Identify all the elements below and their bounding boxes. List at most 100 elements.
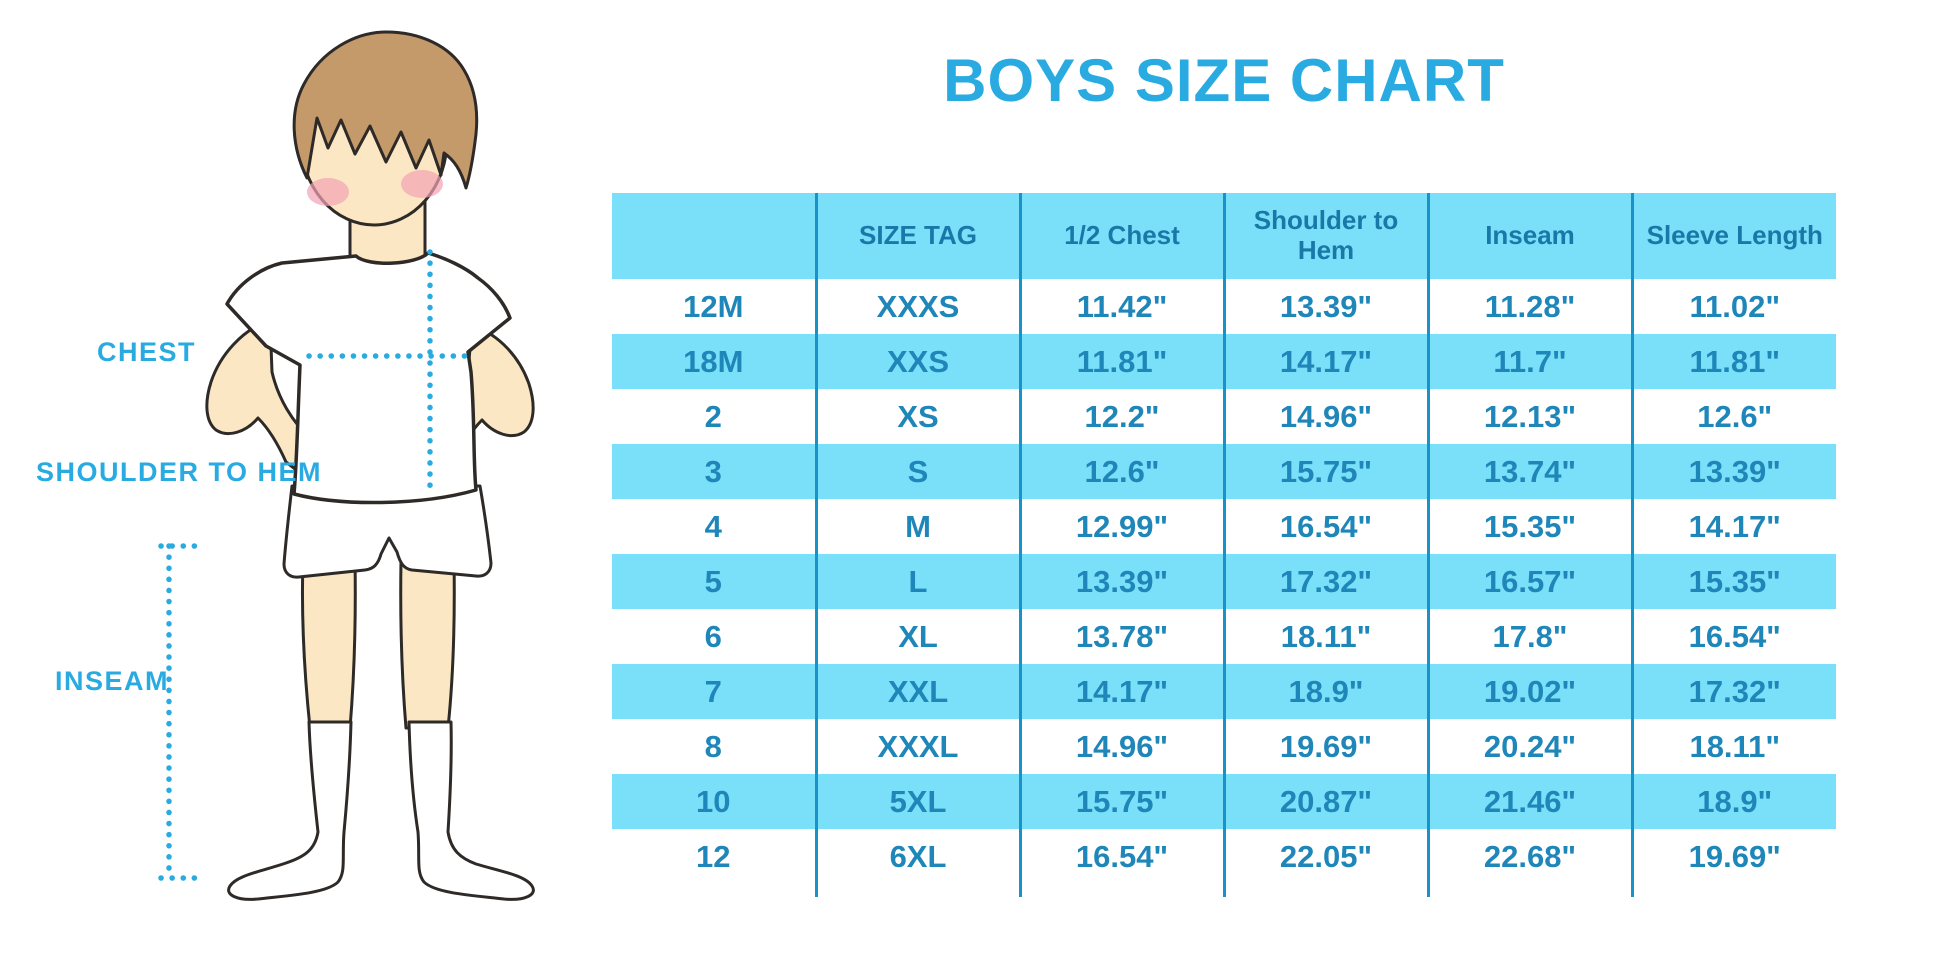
size-value-cell: XXS — [814, 334, 1020, 389]
size-age-cell: 3 — [612, 444, 816, 499]
size-value-cell: 18.11" — [1222, 609, 1428, 664]
table-row: 3 S 12.6" 15.75" 13.74" 13.39" — [612, 444, 1836, 499]
size-value-cell: S — [814, 444, 1020, 499]
chest-label: CHEST — [97, 337, 197, 367]
size-value-cell: 18.9" — [1630, 774, 1836, 829]
size-value-cell: 13.78" — [1018, 609, 1224, 664]
size-value-cell: 14.17" — [1222, 334, 1428, 389]
size-value-cell: 12.13" — [1426, 389, 1632, 444]
table-row: 10 5XL 15.75" 20.87" 21.46" 18.9" — [612, 774, 1836, 829]
separator-extension-cell — [814, 884, 1020, 897]
header-row: SIZE TAG 1/2 Chest Shoulder to Hem Inseam Sl… — [612, 193, 1836, 279]
size-table: SIZE TAG 1/2 Chest Shoulder to Hem Inseam Sl… — [612, 193, 1836, 897]
size-value-cell: 21.46" — [1426, 774, 1632, 829]
size-value-cell: 19.69" — [1222, 719, 1428, 774]
size-value-cell: L — [814, 554, 1020, 609]
table-row: 7 XXL 14.17" 18.9" 19.02" 17.32" — [612, 664, 1836, 719]
table-row: 18M XXS 11.81" 14.17" 11.7" 11.81" — [612, 334, 1836, 389]
size-value-cell: XXXS — [814, 279, 1020, 334]
size-value-cell: 11.81" — [1018, 334, 1224, 389]
column-header: Shoulder to Hem — [1222, 193, 1428, 279]
size-value-cell: 11.28" — [1426, 279, 1632, 334]
table-row: 6 XL 13.78" 18.11" 17.8" 16.54" — [612, 609, 1836, 664]
size-value-cell: 17.8" — [1426, 609, 1632, 664]
size-value-cell: 13.39" — [1018, 554, 1224, 609]
size-age-cell: 5 — [612, 554, 816, 609]
separator-extension-cell — [612, 884, 816, 897]
column-header — [612, 193, 816, 279]
table-row: 2 XS 12.2" 14.96" 12.13" 12.6" — [612, 389, 1836, 444]
size-value-cell: 15.35" — [1426, 499, 1632, 554]
size-value-cell: 16.57" — [1426, 554, 1632, 609]
size-value-cell: 16.54" — [1222, 499, 1428, 554]
size-value-cell: 17.32" — [1630, 664, 1836, 719]
page-title: BOYS SIZE CHART — [943, 47, 1505, 114]
size-value-cell: 11.7" — [1426, 334, 1632, 389]
table-row: 12M XXXS 11.42" 13.39" 11.28" 11.02" — [612, 279, 1836, 334]
size-age-cell: 12M — [683, 288, 744, 324]
size-value-cell: 15.35" — [1630, 554, 1836, 609]
size-value-cell: 18.9" — [1222, 664, 1428, 719]
size-value-cell: XS — [814, 389, 1020, 444]
size-value-cell: 12.6" — [1018, 444, 1224, 499]
size-value-cell: 11.81" — [1630, 334, 1836, 389]
size-age-cell: 4 — [704, 508, 722, 544]
boy-shorts — [282, 484, 493, 579]
boy-right-blush — [401, 170, 443, 198]
size-value-cell: 14.96" — [1018, 719, 1224, 774]
separator-extension-cell — [1630, 884, 1836, 897]
size-value-cell: 15.75" — [1222, 444, 1428, 499]
size-value-cell: 15.75" — [1018, 774, 1224, 829]
table-row: 5 L 13.39" 17.32" 16.57" 15.35" — [612, 554, 1836, 609]
size-age-cell: 7 — [612, 664, 816, 719]
size-value-cell: 19.02" — [1426, 664, 1632, 719]
size-value-cell: 20.24" — [1426, 719, 1632, 774]
separator-extension-cell — [1222, 884, 1428, 897]
size-value-cell: 13.39" — [1630, 444, 1836, 499]
size-value-cell: 6XL — [814, 829, 1020, 884]
size-value-cell: 11.02" — [1630, 279, 1836, 334]
boy-left-blush — [307, 178, 349, 206]
inseam-measure-line — [158, 543, 200, 881]
separator-extension-row — [612, 884, 1836, 897]
size-value-cell: 18.11" — [1630, 719, 1836, 774]
table-row: 12 6XL 16.54" 22.05" 22.68" 19.69" — [612, 829, 1836, 884]
boy-left-leg — [300, 558, 357, 730]
size-age-cell: 6 — [704, 618, 722, 654]
size-value-cell: XXL — [814, 664, 1020, 719]
size-value-cell: M — [814, 499, 1020, 554]
size-value-cell: 17.32" — [1222, 554, 1428, 609]
shoulder-to-hem-label: SHOULDER TO HEM — [36, 457, 323, 487]
size-value-cell: 12.99" — [1018, 499, 1224, 554]
size-value-cell: 19.69" — [1630, 829, 1836, 884]
boy-right-leg — [399, 558, 456, 730]
size-value-cell: 14.17" — [1018, 664, 1224, 719]
size-value-cell: 22.68" — [1426, 829, 1632, 884]
column-header: Inseam — [1426, 193, 1632, 279]
size-age-cell: 18M — [612, 334, 816, 389]
size-value-cell: 16.54" — [1018, 829, 1224, 884]
size-age-cell: 2 — [704, 398, 722, 434]
table-row: 8 XXXL 14.96" 19.69" 20.24" 18.11" — [612, 719, 1836, 774]
size-value-cell: 12.2" — [1018, 389, 1224, 444]
size-value-cell: XL — [814, 609, 1020, 664]
boy-left-sock — [227, 720, 353, 901]
size-age-cell: 10 — [612, 774, 816, 829]
size-value-cell: 5XL — [814, 774, 1020, 829]
boy-shirt — [225, 251, 512, 505]
separator-extension-cell — [1018, 884, 1224, 897]
size-value-cell: 12.6" — [1630, 389, 1836, 444]
boy-hair — [292, 30, 479, 190]
column-header: 1/2 Chest — [1018, 193, 1224, 279]
size-value-cell: 14.17" — [1630, 499, 1836, 554]
column-header: Sleeve Length — [1630, 193, 1836, 279]
size-value-cell: 22.05" — [1222, 829, 1428, 884]
separator-extension-cell — [1426, 884, 1632, 897]
size-value-cell: 13.74" — [1426, 444, 1632, 499]
size-table-body: 12M XXXS 11.42" 13.39" 11.28" 11.02" 18M XXS 11.… — [612, 279, 1836, 897]
size-value-cell: 11.42" — [1018, 279, 1224, 334]
size-table-header: SIZE TAG 1/2 Chest Shoulder to Hem Inseam Sl… — [612, 193, 1836, 279]
boy-right-sock — [407, 720, 535, 901]
inseam-label: INSEAM — [55, 666, 170, 696]
size-value-cell: 13.39" — [1222, 279, 1428, 334]
